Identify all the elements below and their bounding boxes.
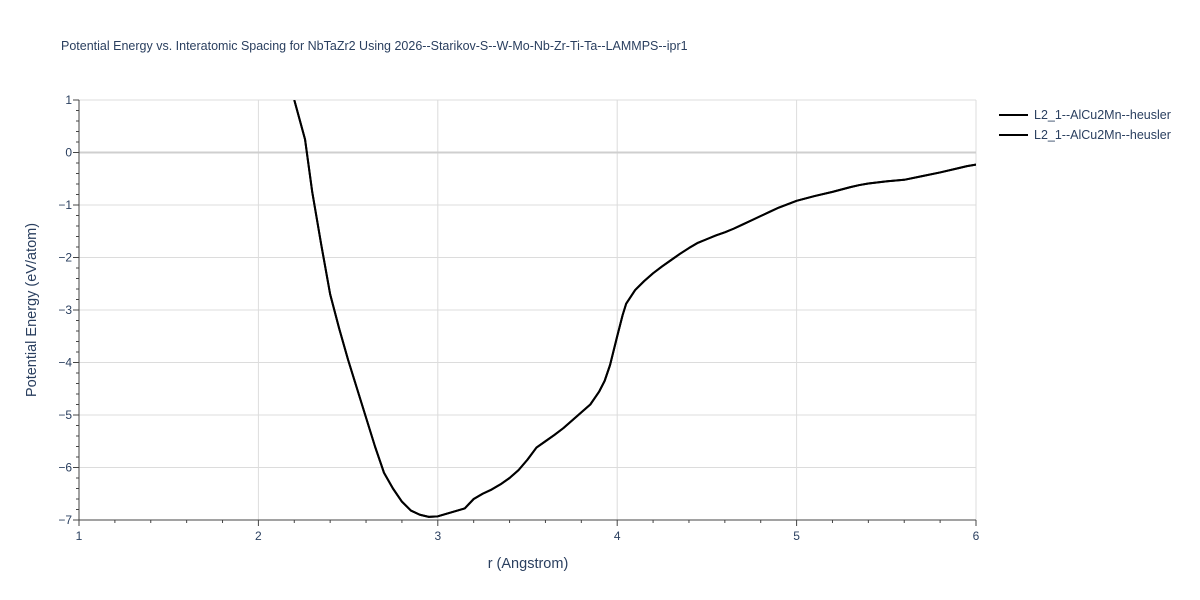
grid-layer: [79, 99, 977, 520]
chart-title: Potential Energy vs. Interatomic Spacing…: [61, 39, 688, 53]
y-tick-label: −2: [58, 251, 72, 265]
x-tick-label: 4: [614, 529, 621, 543]
series-layer: [293, 100, 976, 518]
series-line-2: [293, 100, 976, 518]
y-tick-label: 1: [65, 93, 72, 107]
legend: L2_1--AlCu2Mn--heusler L2_1--AlCu2Mn--heu…: [999, 108, 1171, 142]
y-tick-label: 0: [65, 146, 72, 160]
y-tick-label: −4: [58, 356, 72, 370]
y-tick-label: −5: [58, 408, 72, 422]
x-tick-label: 5: [793, 529, 800, 543]
x-tick-label: 3: [434, 529, 441, 543]
y-tick-label: −6: [58, 461, 72, 475]
x-tick-label: 2: [255, 529, 262, 543]
y-tick-label: −7: [58, 513, 72, 527]
legend-label: L2_1--AlCu2Mn--heusler: [1034, 128, 1171, 142]
y-tick-label: −1: [58, 198, 72, 212]
x-tick-label: 6: [973, 529, 980, 543]
legend-label: L2_1--AlCu2Mn--heusler: [1034, 108, 1171, 122]
y-axis-title: Potential Energy (eV/atom): [24, 223, 40, 397]
axes-layer: 1 2 3 4 5 6 1 0 −1 −2 −3 −4 −5 −6 −7: [58, 93, 979, 543]
y-tick-label: −3: [58, 303, 72, 317]
x-tick-label: 1: [76, 529, 83, 543]
x-axis-title: r (Angstrom): [488, 556, 569, 572]
